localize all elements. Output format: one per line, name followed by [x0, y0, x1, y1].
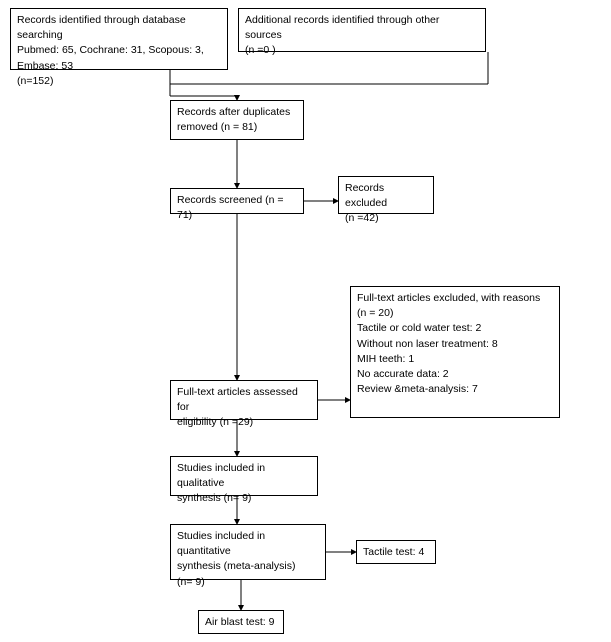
box-identified-line: Pubmed: 65, Cochrane: 31, Scopous: 3, Em… — [17, 43, 221, 73]
box-dedup-line: Records after duplicates — [177, 105, 297, 120]
box-quantitative: Studies included in quantitativesynthesi… — [170, 524, 326, 580]
box-excluded1-line: Records excluded — [345, 181, 427, 211]
box-additional-line: Additional records identified through ot… — [245, 13, 479, 43]
box-qualitative: Studies included in qualitativesynthesis… — [170, 456, 318, 496]
box-airblast-line: Air blast test: 9 — [205, 615, 277, 630]
box-excluded1: Records excluded(n =42) — [338, 176, 434, 214]
box-excluded2-line: Review &meta-analysis: 7 — [357, 382, 553, 397]
box-eligibility: Full-text articles assessed foreligibili… — [170, 380, 318, 420]
box-excluded2-line: MIH teeth: 1 — [357, 352, 553, 367]
box-qualitative-line: Studies included in qualitative — [177, 461, 311, 491]
box-dedup-line: removed (n = 81) — [177, 120, 297, 135]
box-additional: Additional records identified through ot… — [238, 8, 486, 52]
box-quantitative-line: Studies included in quantitative — [177, 529, 319, 559]
box-identified: Records identified through database sear… — [10, 8, 228, 70]
box-excluded2-line: Tactile or cold water test: 2 — [357, 321, 553, 336]
box-excluded2-line: (n = 20) — [357, 306, 553, 321]
box-excluded2-line: No accurate data: 2 — [357, 367, 553, 382]
box-airblast: Air blast test: 9 — [198, 610, 284, 634]
box-identified-line: Records identified through database sear… — [17, 13, 221, 43]
box-quantitative-line: (n= 9) — [177, 575, 319, 590]
box-screened-line: Records screened (n = 71) — [177, 193, 297, 223]
box-excluded2: Full-text articles excluded, with reason… — [350, 286, 560, 418]
box-qualitative-line: synthesis (n= 9) — [177, 491, 311, 506]
box-excluded1-line: (n =42) — [345, 211, 427, 226]
box-quantitative-line: synthesis (meta-analysis) — [177, 559, 319, 574]
box-dedup: Records after duplicatesremoved (n = 81) — [170, 100, 304, 140]
box-eligibility-line: Full-text articles assessed for — [177, 385, 311, 415]
box-tactile: Tactile test: 4 — [356, 540, 436, 564]
box-identified-line: (n=152) — [17, 74, 221, 89]
box-excluded2-line: Without non laser treatment: 8 — [357, 337, 553, 352]
box-excluded2-line: Full-text articles excluded, with reason… — [357, 291, 553, 306]
box-additional-line: (n =0 ) — [245, 43, 479, 58]
box-tactile-line: Tactile test: 4 — [363, 545, 429, 560]
box-eligibility-line: eligibility (n =29) — [177, 415, 311, 430]
box-screened: Records screened (n = 71) — [170, 188, 304, 214]
